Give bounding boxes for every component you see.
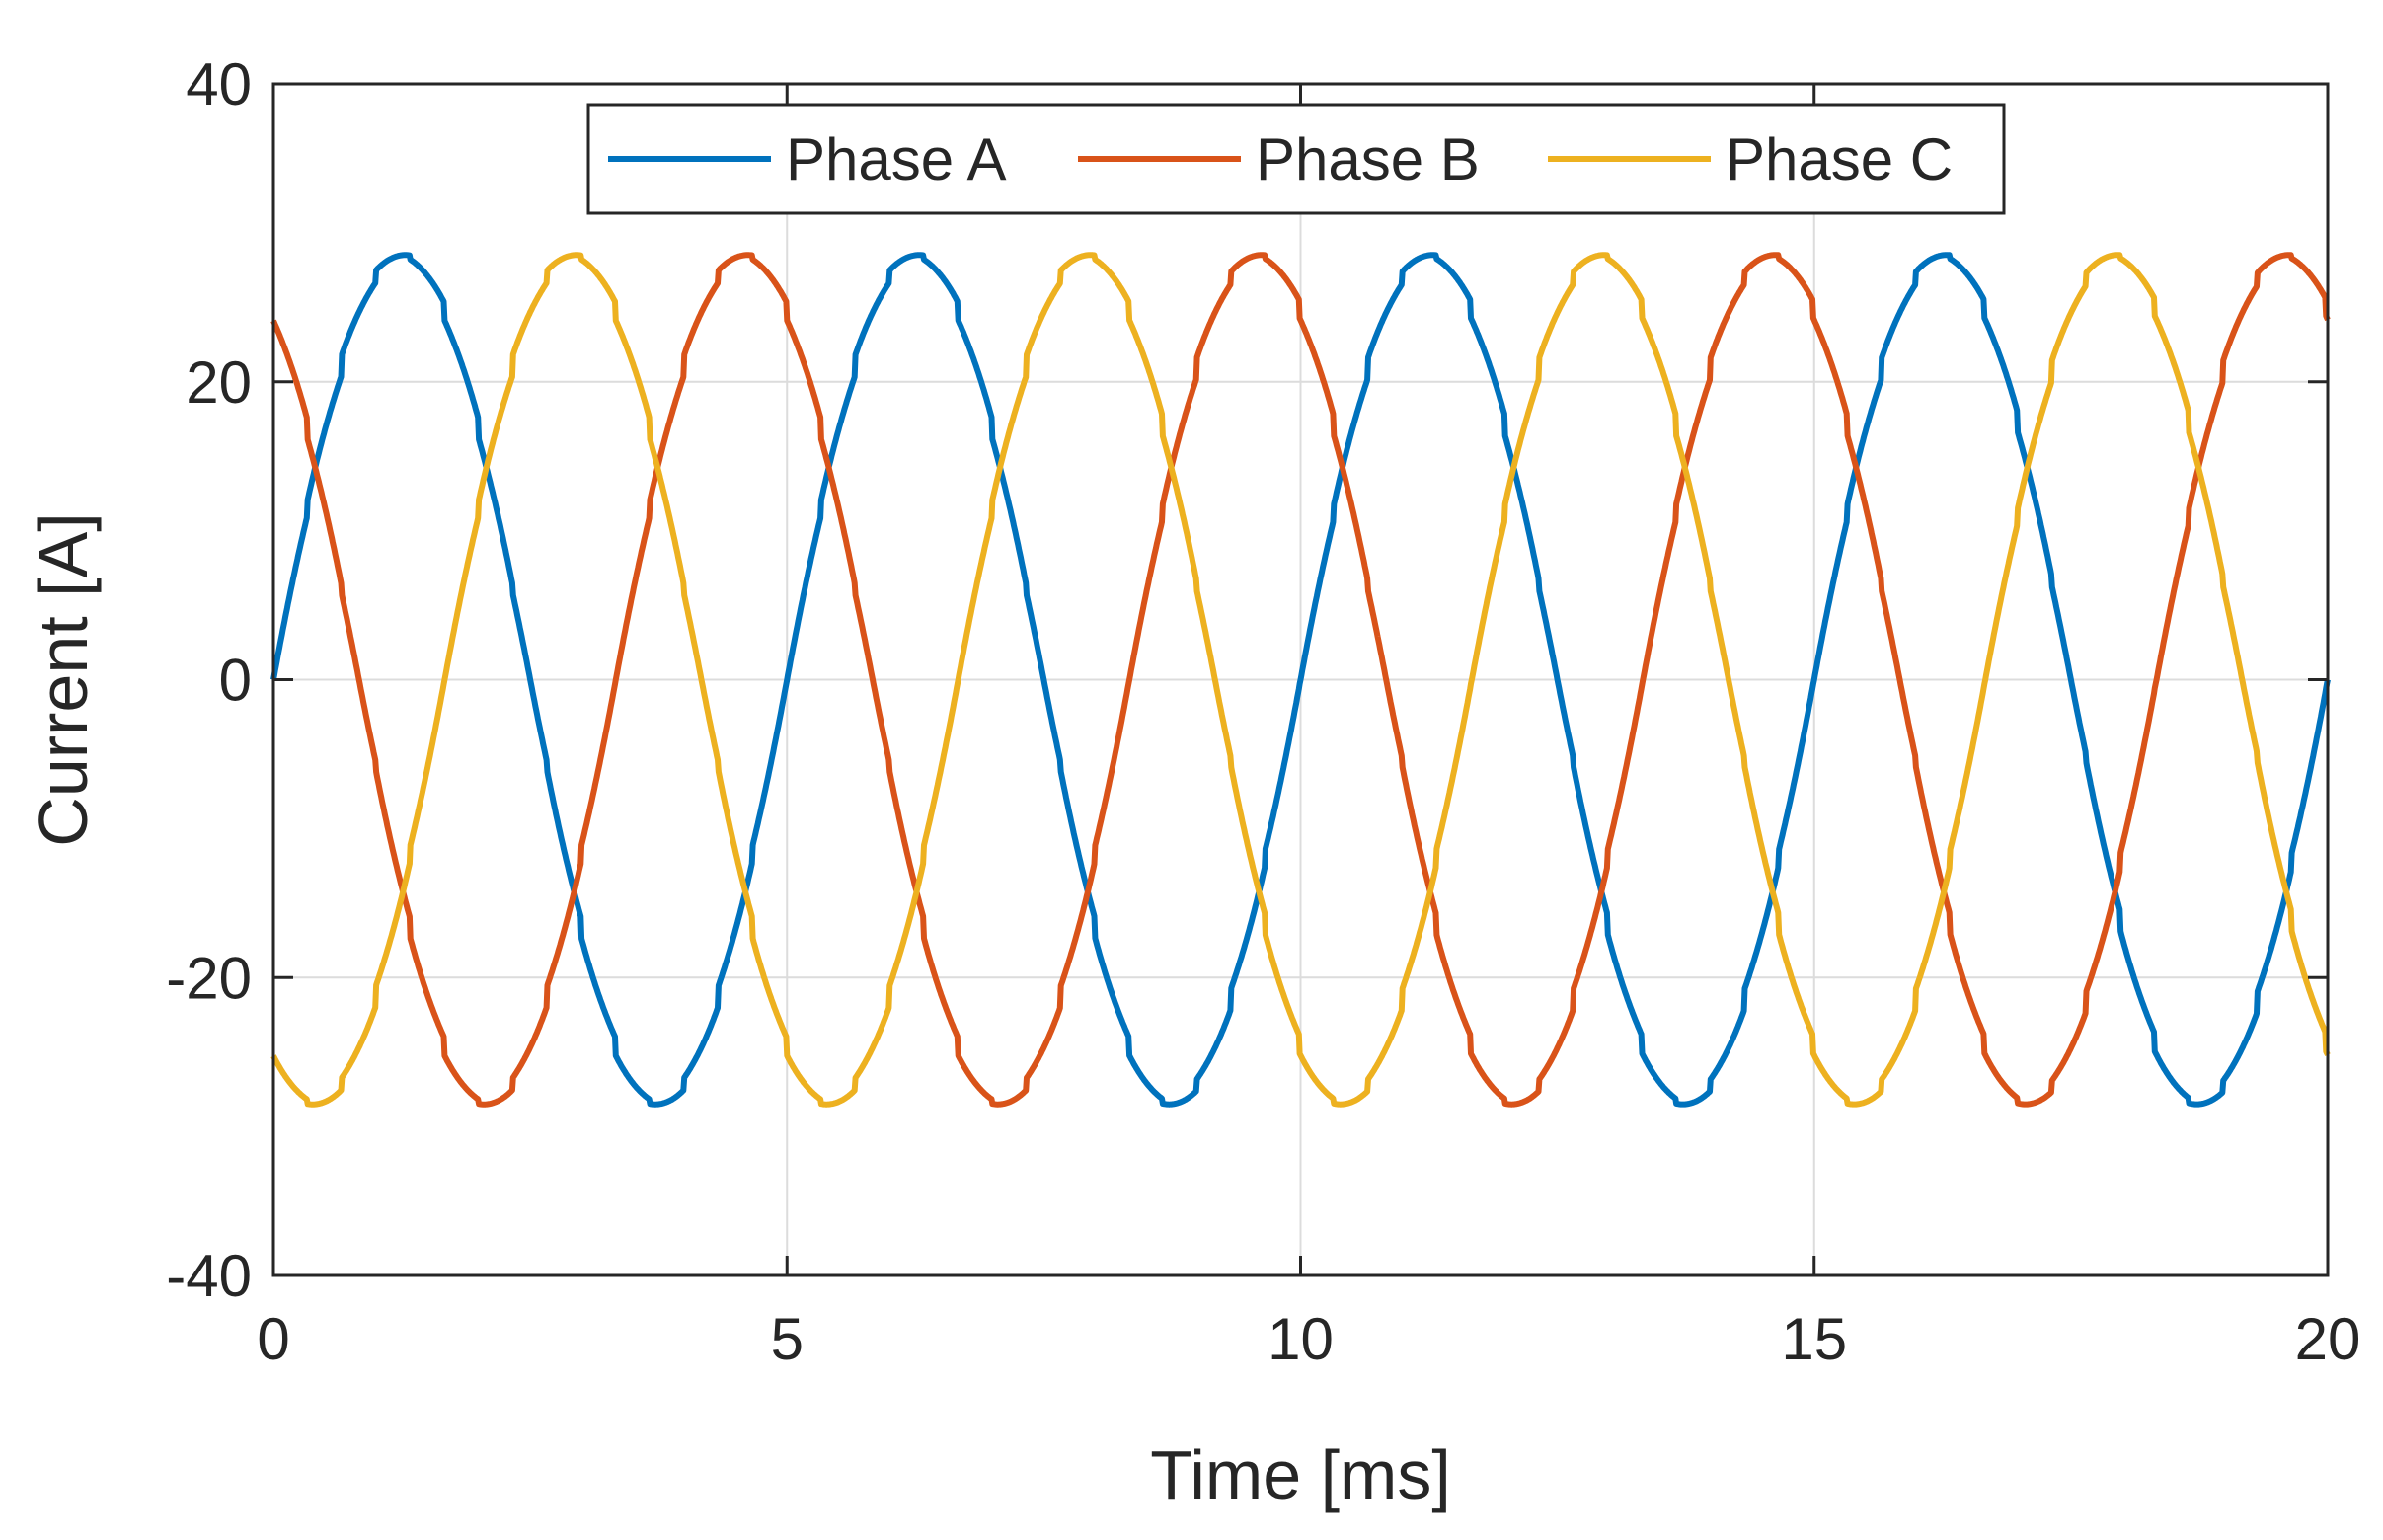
legend-label: Phase B [1256, 126, 1480, 192]
legend-label: Phase C [1726, 126, 1953, 192]
series-layer [270, 252, 2331, 1108]
ticks: 0 5 10 15 20 -40 -20 0 20 40 [166, 51, 2360, 1372]
y-tick-label: -40 [166, 1243, 252, 1309]
y-tick-label: 0 [219, 648, 252, 714]
x-tick-label: 0 [257, 1306, 289, 1372]
y-tick-label: -20 [166, 945, 252, 1011]
y-tick-label: 20 [186, 349, 252, 416]
series-line-phase-a [270, 252, 2331, 1108]
legend: Phase A Phase B Phase C [586, 103, 2006, 215]
x-tick-label: 15 [1781, 1306, 1847, 1372]
series-line-phase-b [270, 252, 2331, 1108]
y-tick-label: 40 [186, 51, 252, 117]
legend-label: Phase A [786, 126, 1007, 192]
x-tick-label: 5 [771, 1306, 804, 1372]
x-tick-label: 10 [1268, 1306, 1334, 1372]
x-tick-label: 20 [2295, 1306, 2361, 1372]
series-line-phase-c [270, 252, 2331, 1108]
y-axis-title: Current [A] [25, 512, 102, 846]
x-axis-title: Time [ms] [1150, 1436, 1451, 1513]
legend-box [586, 103, 2006, 215]
